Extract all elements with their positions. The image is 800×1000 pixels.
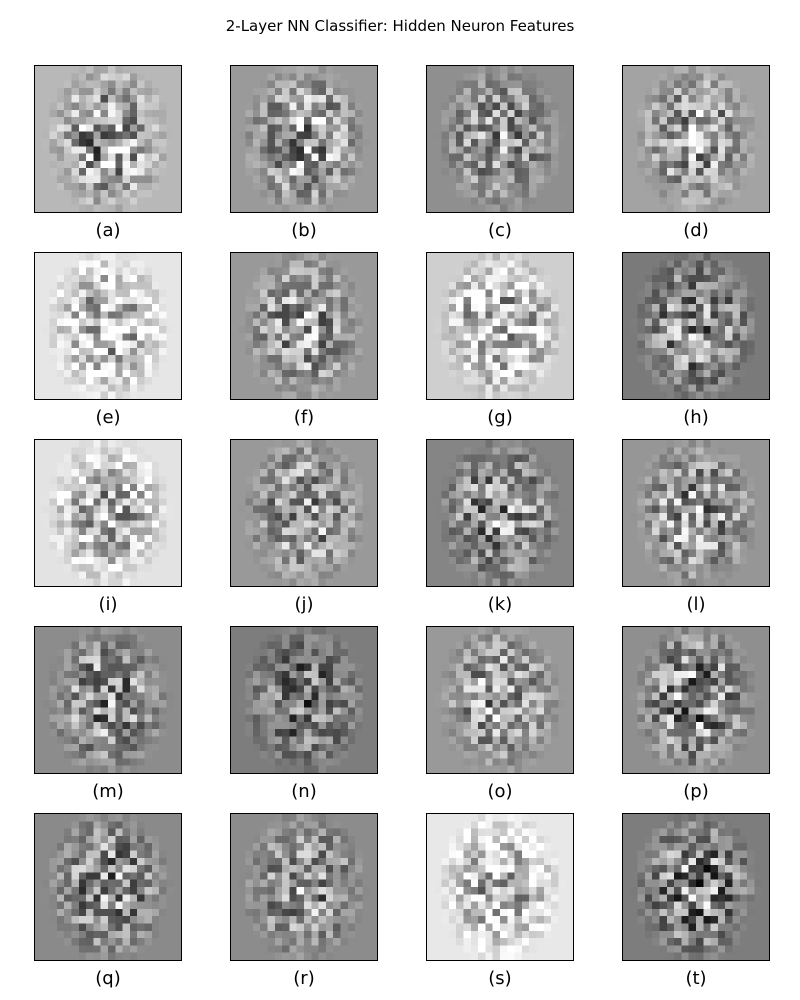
- feature-image-j: [231, 440, 377, 586]
- feature-image-m: [35, 627, 181, 773]
- feature-image-d: [623, 66, 769, 212]
- panel-caption-g: (g): [487, 407, 513, 428]
- feature-image-s: [427, 814, 573, 960]
- panel-caption-e: (e): [95, 407, 121, 428]
- panel-caption-o: (o): [487, 781, 513, 802]
- feature-panel-j: [230, 439, 378, 587]
- feature-image-t: [623, 814, 769, 960]
- feature-image-q: [35, 814, 181, 960]
- panel-caption-t: (t): [685, 968, 707, 989]
- panel-caption-h: (h): [683, 407, 709, 428]
- panel-caption-a: (a): [95, 220, 121, 241]
- feature-image-n: [231, 627, 377, 773]
- figure-title: 2-Layer NN Classifier: Hidden Neuron Fea…: [225, 17, 575, 35]
- feature-panel-g: [426, 252, 574, 400]
- panel-caption-f: (f): [293, 407, 315, 428]
- feature-panel-p: [622, 626, 770, 774]
- panel-caption-c: (c): [488, 220, 512, 241]
- panel-caption-r: (r): [293, 968, 315, 989]
- feature-image-e: [35, 253, 181, 399]
- feature-panel-h: [622, 252, 770, 400]
- panel-caption-k: (k): [487, 594, 513, 615]
- panel-caption-m: (m): [92, 781, 124, 802]
- feature-panel-n: [230, 626, 378, 774]
- feature-panel-d: [622, 65, 770, 213]
- panel-caption-b: (b): [291, 220, 317, 241]
- feature-image-f: [231, 253, 377, 399]
- feature-panel-a: [34, 65, 182, 213]
- feature-panel-f: [230, 252, 378, 400]
- feature-image-l: [623, 440, 769, 586]
- feature-panel-i: [34, 439, 182, 587]
- feature-panel-l: [622, 439, 770, 587]
- feature-panel-e: [34, 252, 182, 400]
- panel-caption-p: (p): [683, 781, 709, 802]
- panel-caption-i: (i): [98, 594, 118, 615]
- feature-panel-o: [426, 626, 574, 774]
- feature-image-g: [427, 253, 573, 399]
- feature-panel-q: [34, 813, 182, 961]
- panel-caption-l: (l): [686, 594, 706, 615]
- panel-caption-d: (d): [683, 220, 709, 241]
- feature-image-k: [427, 440, 573, 586]
- feature-panel-s: [426, 813, 574, 961]
- panel-caption-s: (s): [488, 968, 512, 989]
- feature-image-h: [623, 253, 769, 399]
- panel-caption-j: (j): [294, 594, 314, 615]
- feature-panel-c: [426, 65, 574, 213]
- panel-caption-q: (q): [95, 968, 121, 989]
- feature-panel-m: [34, 626, 182, 774]
- feature-panel-k: [426, 439, 574, 587]
- feature-image-a: [35, 66, 181, 212]
- feature-panel-b: [230, 65, 378, 213]
- panel-caption-n: (n): [291, 781, 317, 802]
- feature-image-o: [427, 627, 573, 773]
- feature-image-b: [231, 66, 377, 212]
- feature-image-r: [231, 814, 377, 960]
- feature-image-c: [427, 66, 573, 212]
- feature-panel-r: [230, 813, 378, 961]
- feature-image-p: [623, 627, 769, 773]
- feature-panel-t: [622, 813, 770, 961]
- feature-image-i: [35, 440, 181, 586]
